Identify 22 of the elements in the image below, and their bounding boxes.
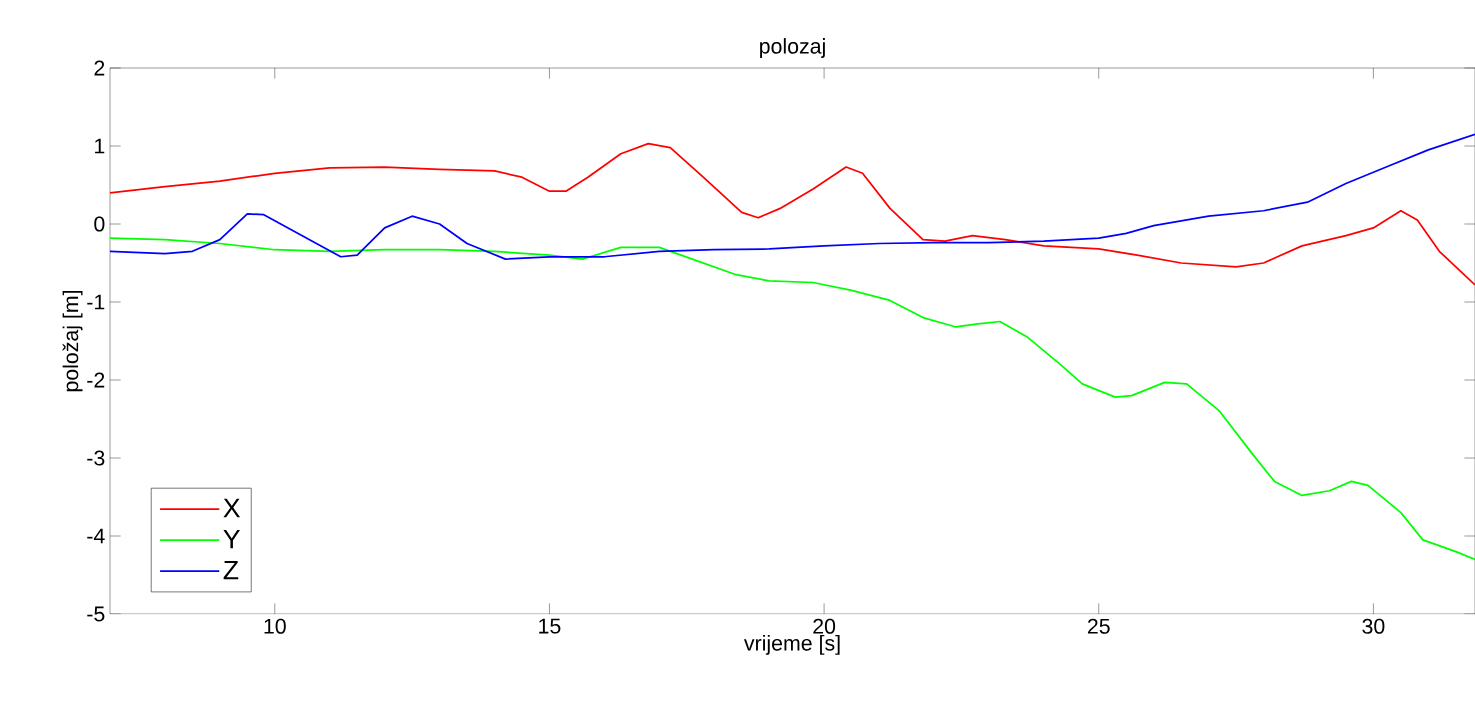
y-tick-label: 0	[94, 216, 105, 232]
legend-label: Y	[223, 529, 240, 549]
chart-title: polozaj	[760, 38, 825, 58]
legend-label: X	[223, 498, 241, 518]
legend-label: Z	[223, 560, 239, 580]
y-tick-label: -3	[87, 450, 105, 466]
y-tick-label: 2	[94, 60, 105, 76]
y-tick-label: -4	[87, 528, 105, 544]
x-tick-label: 20	[813, 618, 836, 634]
line-series	[110, 237, 1475, 561]
x-tick-label: 25	[1087, 618, 1110, 634]
x-tick-label: 30	[1362, 618, 1385, 634]
x-tick-label: 10	[264, 618, 286, 634]
line-series	[110, 142, 1475, 286]
x-tick-label: 15	[539, 618, 561, 634]
y-tick-label: -2	[87, 372, 105, 388]
x-axis-title: vrijeme [s]	[743, 634, 840, 655]
y-tick-label: -5	[87, 606, 105, 622]
y-tick-label: -1	[87, 294, 105, 310]
y-tick-label: 1	[95, 138, 105, 154]
y-axis-title: položaj [m]	[62, 290, 83, 392]
line-series	[110, 133, 1475, 260]
